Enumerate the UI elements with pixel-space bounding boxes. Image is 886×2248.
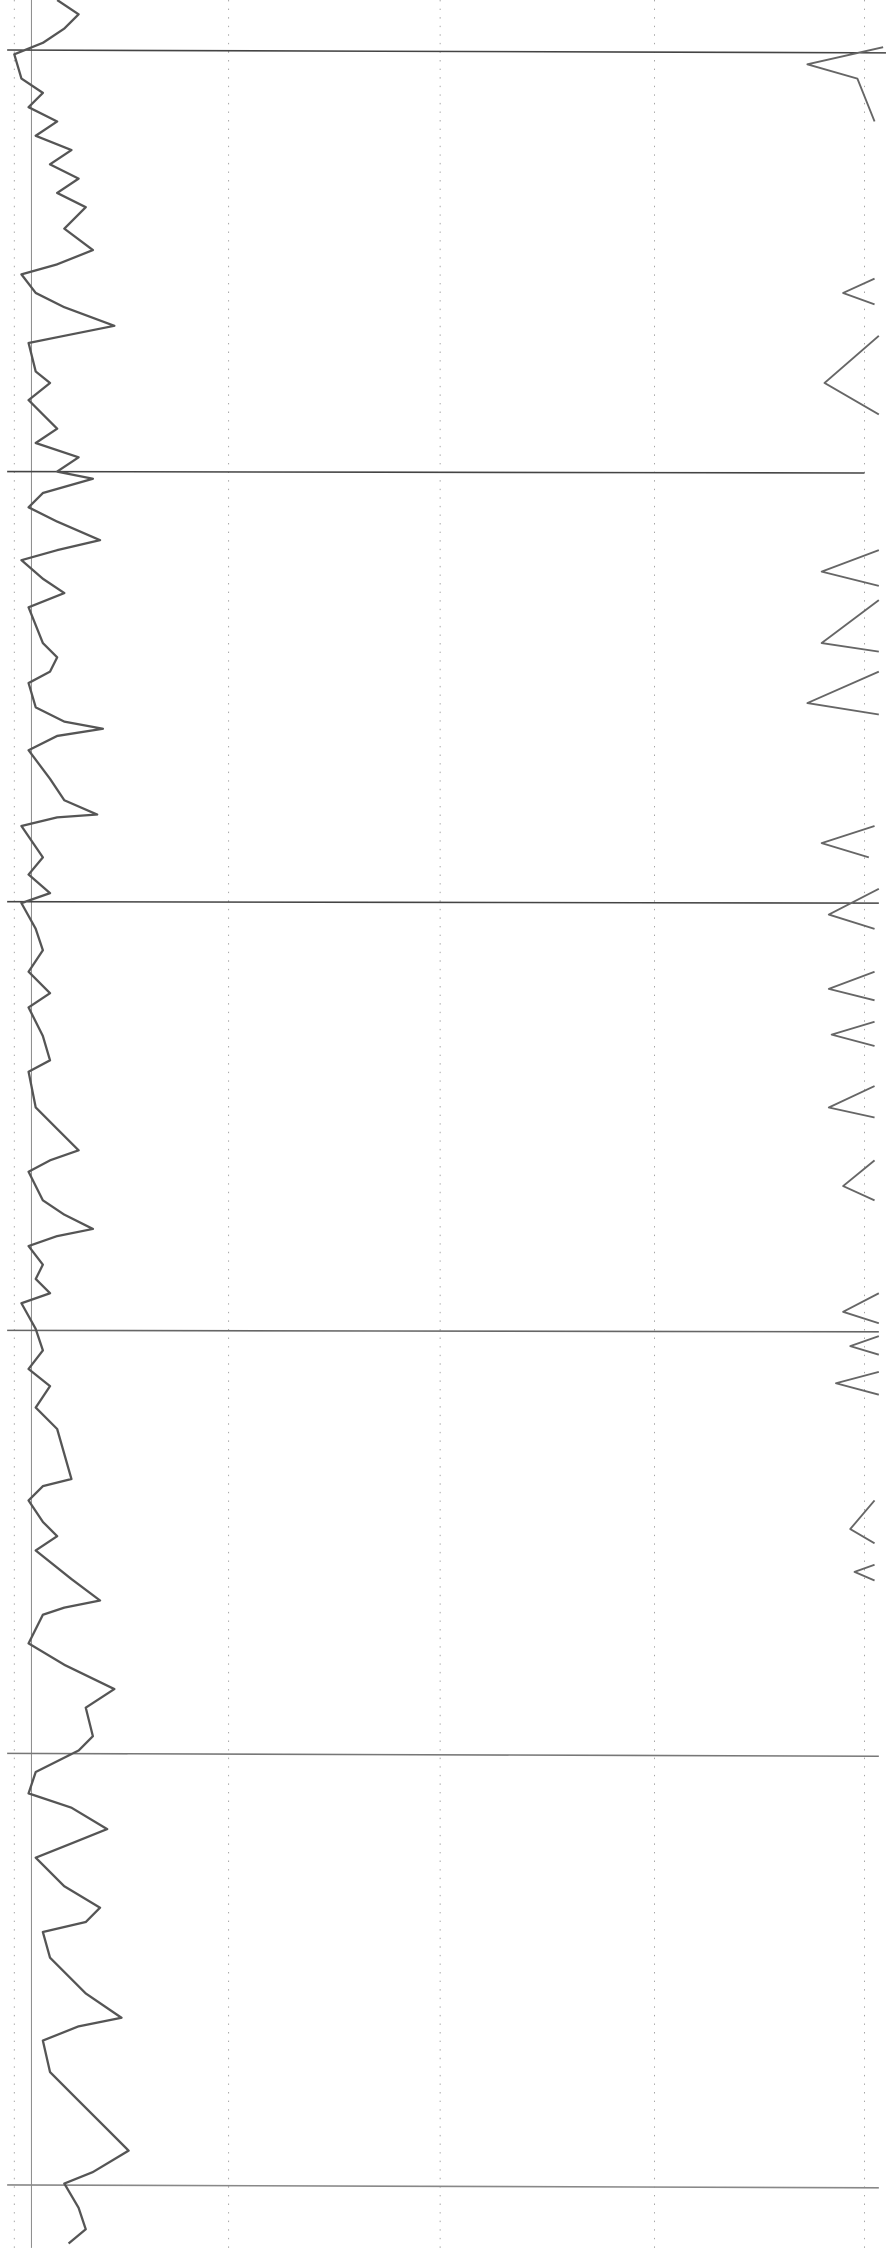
trace-fragment [827, 888, 880, 930]
grid-line [7, 49, 886, 54]
grid-line [7, 1329, 879, 1333]
trace-fragment [806, 46, 884, 122]
horizontal-grid [7, 49, 886, 2189]
trace-fragment [823, 335, 880, 416]
trace-fragment [842, 1159, 876, 1202]
trace-fragment [849, 1499, 876, 1545]
trace-fragment [830, 1020, 875, 1047]
paper-grid [7, 0, 886, 2248]
trace-fragment [806, 670, 880, 716]
grid-line [7, 470, 865, 474]
trace-fragment [835, 1370, 880, 1396]
trace-fragment [849, 1335, 880, 1356]
left-trace [13, 0, 130, 2245]
grid-line [7, 2184, 879, 2189]
trace-fragment [842, 277, 875, 306]
grid-line [7, 900, 879, 904]
grid-line [7, 1752, 879, 1758]
trace-fragment [842, 1292, 880, 1325]
trace-fragment [853, 1563, 875, 1582]
trace-fragment [827, 1085, 875, 1119]
right-trace [806, 46, 884, 1582]
vertical-grid [13, 0, 865, 2248]
trace-fragment [820, 825, 875, 859]
trace-fragment [820, 599, 880, 653]
trace-fragment [827, 970, 875, 1002]
trace-fragment [820, 549, 880, 587]
